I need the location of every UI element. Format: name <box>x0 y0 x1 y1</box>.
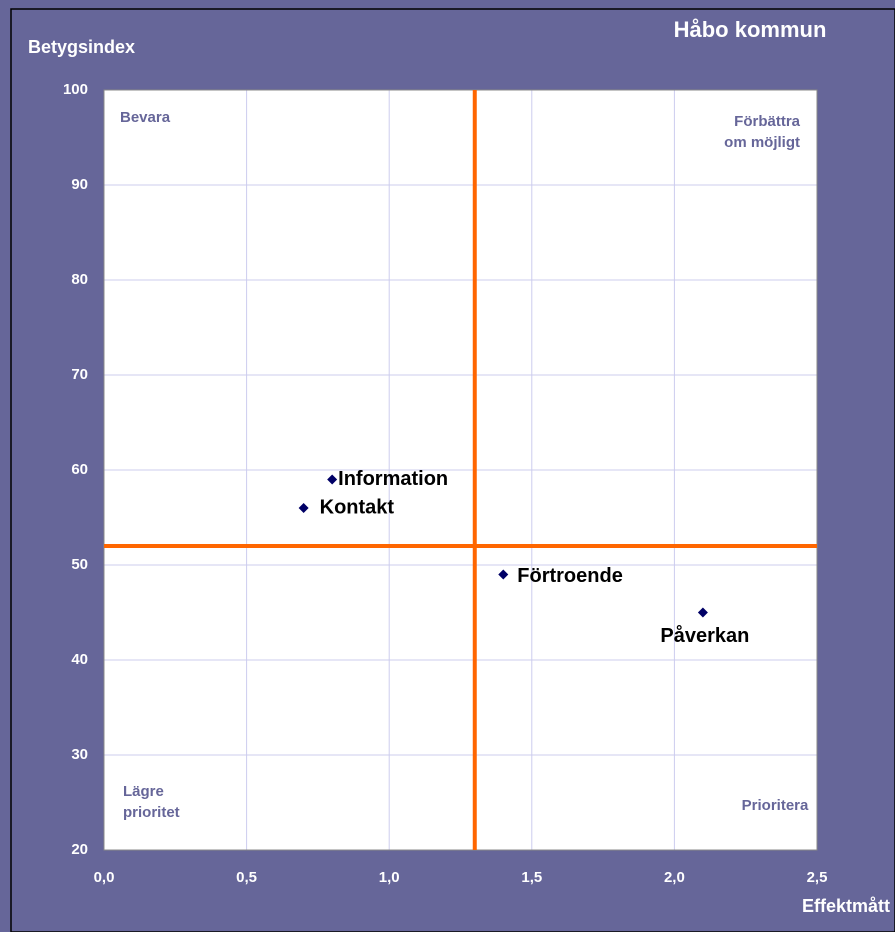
chart-title: Håbo kommun <box>674 17 827 42</box>
y-tick-label: 20 <box>71 841 88 858</box>
point-label: Information <box>338 468 448 490</box>
border <box>10 8 895 932</box>
point <box>298 503 309 513</box>
point <box>697 607 708 618</box>
y-tick-label: 70 <box>71 366 88 383</box>
x-tick-label: 2,5 <box>807 869 828 886</box>
point <box>327 474 338 485</box>
y-tick-label: 60 <box>71 461 88 478</box>
y-tick-label: 80 <box>71 271 88 288</box>
y-tick-label: 40 <box>71 651 88 668</box>
quadrant-label: om möjligt <box>724 134 800 151</box>
quadrant-label: Lägre <box>123 783 164 800</box>
y-tick-label: 30 <box>71 746 88 763</box>
y-axis-label: Betygsindex <box>28 37 135 57</box>
point <box>498 569 509 580</box>
x-tick-label: 0,0 <box>94 869 115 886</box>
x-axis-label: Effektmått <box>802 896 890 916</box>
quadrant-label: Prioritera <box>742 797 809 814</box>
y-tick-label: 90 <box>71 176 88 193</box>
y-tick-label: 50 <box>71 556 88 573</box>
quadrant-label: Förbättra <box>734 113 800 130</box>
point-label: Kontakt <box>320 496 395 518</box>
x-tick-label: 1,0 <box>379 869 400 886</box>
x-tick-label: 2,0 <box>664 869 685 886</box>
quadrant-label: Bevara <box>120 109 171 126</box>
x-tick-label: 0,5 <box>236 869 257 886</box>
quadrant-label: prioritet <box>123 804 180 821</box>
plot-border <box>103 89 818 851</box>
point-label: Förtroende <box>517 565 623 587</box>
y-tick-label: 100 <box>63 81 88 98</box>
x-tick-label: 1,5 <box>521 869 542 886</box>
point-label: Påverkan <box>660 624 749 647</box>
